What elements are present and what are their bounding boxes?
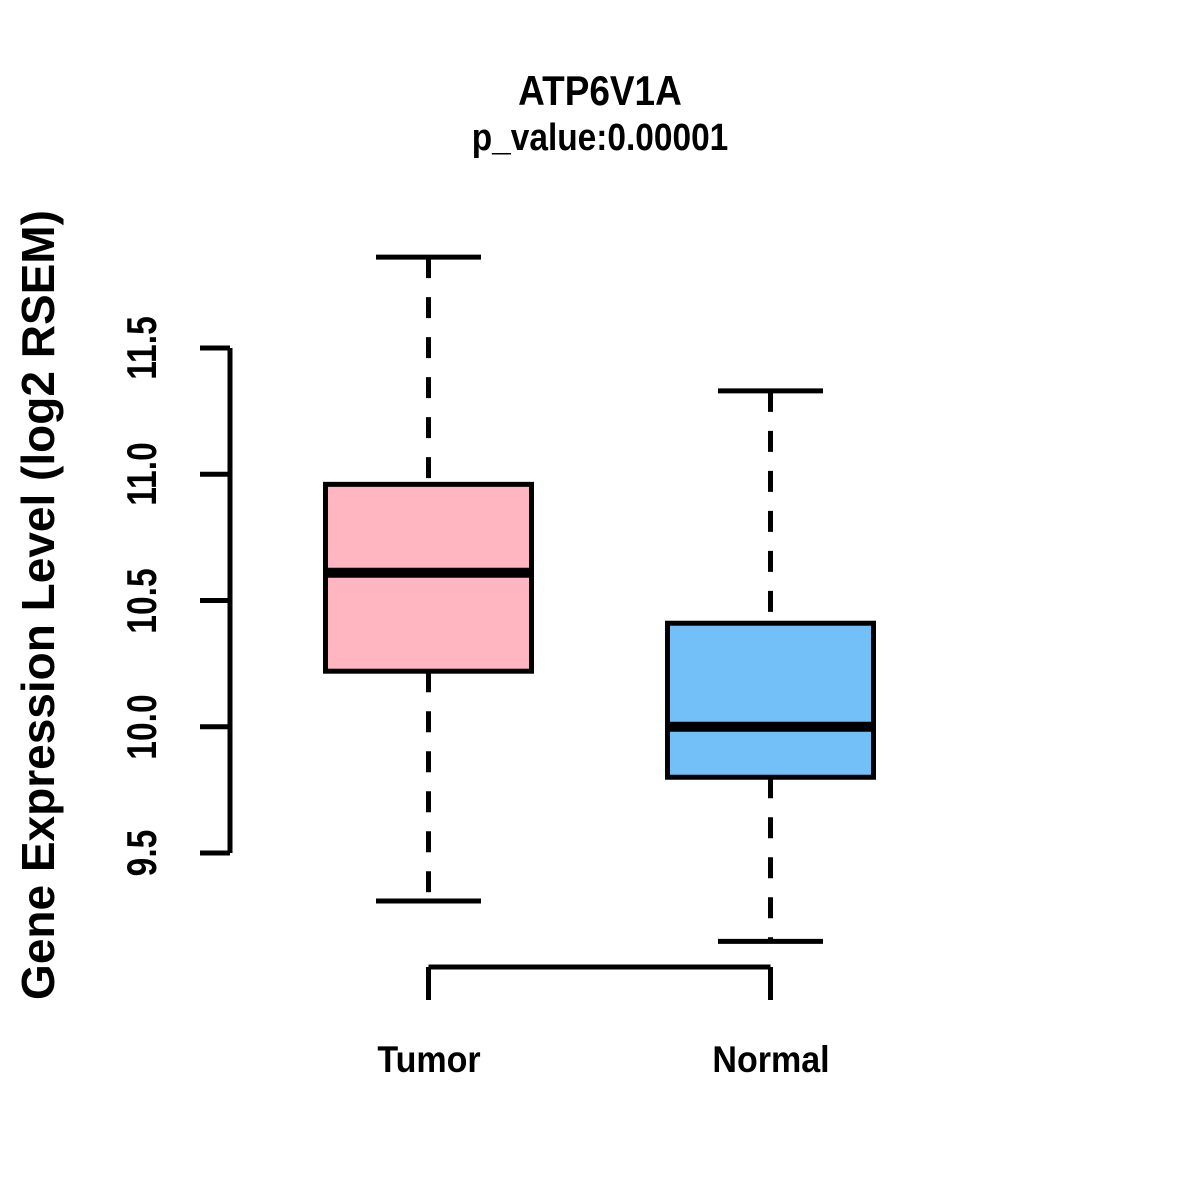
y-tick-label: 10.0 xyxy=(118,694,165,760)
y-tick-label: 11.0 xyxy=(118,442,165,507)
box-normal xyxy=(665,620,876,780)
chart-title: ATP6V1A xyxy=(518,67,682,114)
box-tumor xyxy=(323,481,534,674)
y-tick-label: 10.5 xyxy=(118,567,165,634)
chart-subtitle-pvalue: p_value:0.00001 xyxy=(471,116,729,159)
y-tick-label: 9.5 xyxy=(118,829,165,877)
y-tick-label: 11.5 xyxy=(118,316,165,380)
x-category-label-tumor: Tumor xyxy=(376,1039,481,1080)
chart-title-block: ATP6V1A p_value:0.00001 xyxy=(72,66,1128,160)
x-category-label-normal: Normal xyxy=(711,1039,830,1080)
